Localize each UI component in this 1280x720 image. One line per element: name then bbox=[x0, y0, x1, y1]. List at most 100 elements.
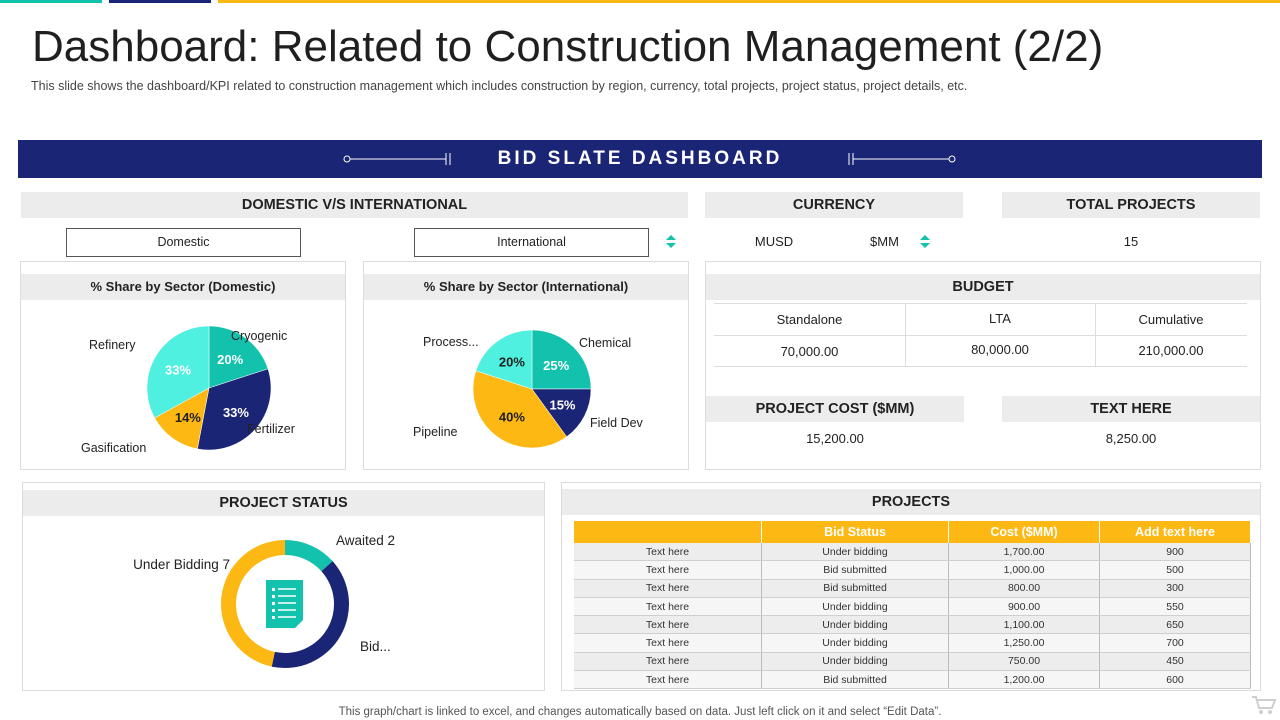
budget-panel: BUDGET Standalone LTA Cumulative 70,000.… bbox=[705, 261, 1261, 470]
budget-col-cumulative: Cumulative bbox=[1138, 312, 1204, 327]
table-cell: 300 bbox=[1099, 579, 1251, 598]
donut-category-label: Awaited 2 bbox=[336, 533, 395, 548]
checklist-icon bbox=[266, 580, 303, 628]
table-cell: Under bidding bbox=[761, 633, 949, 653]
banner-right-ornament bbox=[848, 153, 956, 165]
table-cell: 500 bbox=[1099, 560, 1251, 580]
table-cell: Text here bbox=[574, 543, 762, 562]
intl-pie-panel: % Share by Sector (International) 25% 15%… bbox=[363, 261, 689, 470]
table-row: Text here Under bidding 1,700.00 900 bbox=[574, 543, 1251, 562]
table-cell: 900.00 bbox=[948, 597, 1100, 617]
budget-col-lta: LTA bbox=[989, 311, 1011, 326]
sort-arrows-icon[interactable] bbox=[666, 235, 676, 249]
table-cell: 1,000.00 bbox=[948, 560, 1100, 580]
table-cell: 1,250.00 bbox=[948, 633, 1100, 653]
table-cell: Text here bbox=[574, 652, 762, 672]
table-cell: Text here bbox=[574, 579, 762, 598]
pie-value-label: 15% bbox=[549, 398, 575, 413]
pie-category-label: Gasification bbox=[81, 441, 146, 455]
donut-segment-under-bidding bbox=[221, 540, 285, 667]
pie-value-label: 33% bbox=[223, 405, 249, 420]
donut-segment-bid bbox=[271, 561, 349, 668]
budget-value-lta: 80,000.00 bbox=[971, 342, 1029, 357]
pie-category-label: Cryogenic bbox=[231, 329, 287, 343]
table-cell: 650 bbox=[1099, 615, 1251, 635]
budget-divider-top bbox=[714, 303, 1247, 304]
banner-left-ornament bbox=[343, 153, 451, 165]
currency-option-musd[interactable]: MUSD bbox=[754, 234, 794, 249]
table-row: Text here Under bidding 900.00 550 bbox=[574, 597, 1251, 617]
intl-pie-title: % Share by Sector (International) bbox=[364, 274, 688, 300]
pie-value-label: 40% bbox=[499, 410, 525, 425]
table-cell: Under bidding bbox=[761, 652, 949, 672]
text-here-value: 8,250.00 bbox=[1105, 431, 1157, 446]
text-here-header: TEXT HERE bbox=[1002, 396, 1260, 422]
domestic-filter-button[interactable]: Domestic bbox=[66, 228, 301, 257]
table-row: Text here Under bidding 1,100.00 650 bbox=[574, 615, 1251, 635]
pie-value-label: 14% bbox=[175, 410, 201, 425]
projects-table-wrapper: Bid Status Cost ($MM) Add text here Text… bbox=[574, 521, 1251, 690]
total-projects-value: 15 bbox=[1123, 234, 1139, 249]
table-cell: Text here bbox=[574, 560, 762, 580]
pie-category-label: Process... bbox=[423, 335, 479, 349]
table-cell: Under bidding bbox=[761, 615, 949, 635]
donut-segment-awaited bbox=[285, 540, 333, 572]
donut-category-label: Under Bidding 7 bbox=[133, 557, 230, 572]
total-projects-header: TOTAL PROJECTS bbox=[1002, 192, 1260, 218]
budget-col-standalone: Standalone bbox=[776, 312, 843, 327]
budget-header: BUDGET bbox=[706, 274, 1260, 300]
currency-toggle-icon[interactable] bbox=[920, 235, 930, 249]
intl-pie-chart: 25% 15% 40% 20% Chemical Field Dev Pipeline Pro… bbox=[413, 329, 644, 449]
column-header: Add text here bbox=[1099, 521, 1251, 543]
pie-slice-field-dev bbox=[531, 388, 592, 438]
pie-slice-chemical bbox=[531, 329, 592, 390]
pie-slice-fertilizer bbox=[197, 368, 272, 451]
table-cell: 1,200.00 bbox=[948, 670, 1100, 690]
budget-divider-mid bbox=[714, 335, 1247, 336]
column-header: Cost ($MM) bbox=[948, 521, 1100, 543]
footnote: This graph/chart is linked to excel, and… bbox=[338, 706, 942, 718]
table-cell: Text here bbox=[574, 597, 762, 617]
table-cell: 800.00 bbox=[948, 579, 1100, 598]
projects-panel: PROJECTS Bid Status Cost ($MM) Add text … bbox=[561, 482, 1261, 691]
pie-category-label: Refinery bbox=[89, 338, 136, 352]
budget-col-divider bbox=[905, 303, 906, 366]
pie-value-label: 25% bbox=[543, 358, 569, 373]
accent-bar-gold bbox=[218, 0, 1280, 3]
column-header bbox=[574, 521, 762, 543]
pie-slice-pipeline bbox=[472, 370, 568, 449]
banner-title: BID SLATE DASHBOARD bbox=[497, 148, 783, 169]
project-status-donut-chart: Awaited 2 Bid... Under Bidding 7 bbox=[133, 533, 395, 668]
table-cell: 700 bbox=[1099, 633, 1251, 653]
budget-value-cumulative: 210,000.00 bbox=[1138, 343, 1204, 358]
pie-value-label: 33% bbox=[165, 363, 191, 378]
table-cell: 1,100.00 bbox=[948, 615, 1100, 635]
domestic-pie-title: % Share by Sector (Domestic) bbox=[21, 274, 345, 300]
pie-slice-process bbox=[475, 329, 533, 390]
table-cell: Text here bbox=[574, 615, 762, 635]
pie-slice-gasification bbox=[154, 387, 210, 450]
table-cell: 1,700.00 bbox=[948, 543, 1100, 562]
table-cell: Under bidding bbox=[761, 597, 949, 617]
table-cell: Bid submitted bbox=[761, 579, 949, 598]
table-cell: Under bidding bbox=[761, 543, 949, 562]
table-cell: Bid submitted bbox=[761, 560, 949, 580]
domestic-pie-chart: 20% 33% 14% 33% Cryogenic Fertilizer Gasificat… bbox=[81, 325, 295, 455]
budget-divider-bottom bbox=[714, 366, 1247, 367]
pie-value-label: 20% bbox=[499, 354, 525, 369]
table-row: Text here Bid submitted 1,000.00 500 bbox=[574, 560, 1251, 580]
table-cell: Bid submitted bbox=[761, 670, 949, 690]
page-subtitle: This slide shows the dashboard/KPI relat… bbox=[31, 79, 968, 93]
currency-header: CURRENCY bbox=[705, 192, 963, 218]
table-row: Text here Bid submitted 1,200.00 600 bbox=[574, 670, 1251, 690]
international-filter-button[interactable]: International bbox=[414, 228, 649, 257]
pie-slice-refinery bbox=[146, 325, 210, 419]
projects-header: PROJECTS bbox=[562, 489, 1260, 515]
pie-category-label: Chemical bbox=[579, 336, 631, 350]
budget-col-divider bbox=[1095, 303, 1096, 366]
pie-category-label: Field Dev bbox=[590, 416, 644, 430]
currency-option-mm[interactable]: $MM bbox=[870, 234, 899, 249]
domestic-pie-panel: % Share by Sector (Domestic) 20% 33% 14% 33… bbox=[20, 261, 346, 470]
table-cell: 450 bbox=[1099, 652, 1251, 672]
table-cell: 600 bbox=[1099, 670, 1251, 690]
